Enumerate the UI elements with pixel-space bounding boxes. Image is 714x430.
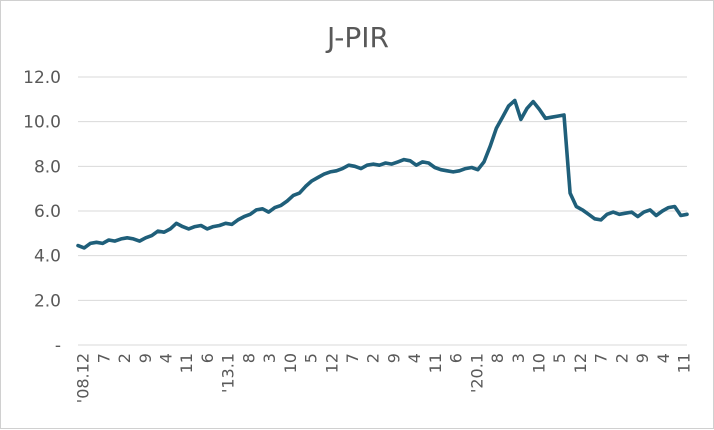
x-tick-label: 4 (405, 353, 424, 363)
x-tick-label: 3 (509, 353, 528, 363)
x-tick-label: 6 (198, 353, 217, 363)
x-tick-label: '20.1 (467, 353, 486, 393)
x-tick-label: 9 (136, 353, 155, 363)
x-tick-label: 7 (94, 353, 113, 363)
x-tick-label: 5 (302, 353, 321, 363)
y-tick-label: 6.0 (34, 202, 61, 222)
x-tick-label: 10 (530, 353, 549, 373)
x-tick-label: 9 (384, 353, 403, 363)
x-tick-label: 7 (343, 353, 362, 363)
chart-title: J-PIR (325, 21, 389, 54)
x-tick-label: 5 (550, 353, 569, 363)
x-tick-label: '08.12 (74, 353, 93, 403)
y-tick-label: - (55, 336, 61, 356)
series-line (76, 98, 689, 250)
x-tick-label: 9 (633, 353, 652, 363)
y-tick-label: 12.0 (23, 68, 61, 88)
x-tick-label: 11 (426, 353, 445, 373)
y-tick-label: 2.0 (34, 291, 61, 311)
gridlines (78, 76, 687, 346)
x-tick-label: 2 (364, 353, 383, 363)
x-tick-label: 12 (571, 353, 590, 373)
y-tick-label: 8.0 (34, 157, 61, 177)
x-tick-label: 4 (654, 353, 673, 363)
x-tick-label: 2 (612, 353, 631, 363)
x-tick-label: 4 (156, 353, 175, 363)
x-tick-label: 11 (177, 353, 196, 373)
x-tick-label: 8 (488, 353, 507, 363)
x-tick-label: 10 (281, 353, 300, 373)
y-tick-label: 4.0 (34, 247, 61, 267)
x-tick-label: 11 (675, 353, 694, 373)
x-tick-label: 12 (322, 353, 341, 373)
x-tick-label: 8 (239, 353, 258, 363)
y-axis-ticks: - 2.0 4.0 6.0 8.0 10.0 12.0 (23, 68, 61, 356)
x-axis-ticks: '08.12 7 2 9 4 11 6'13.1 8 3 10 5 12 7 2 9 4 11 6'20.1 8 3 1… (74, 353, 694, 403)
x-tick-label: 3 (260, 353, 279, 363)
x-tick-label: 6 (447, 353, 466, 363)
x-tick-label: 7 (592, 353, 611, 363)
y-tick-label: 10.0 (23, 113, 61, 133)
series-layer (76, 98, 689, 250)
x-tick-label: 2 (115, 353, 134, 363)
x-tick-label: '13.1 (219, 353, 238, 393)
